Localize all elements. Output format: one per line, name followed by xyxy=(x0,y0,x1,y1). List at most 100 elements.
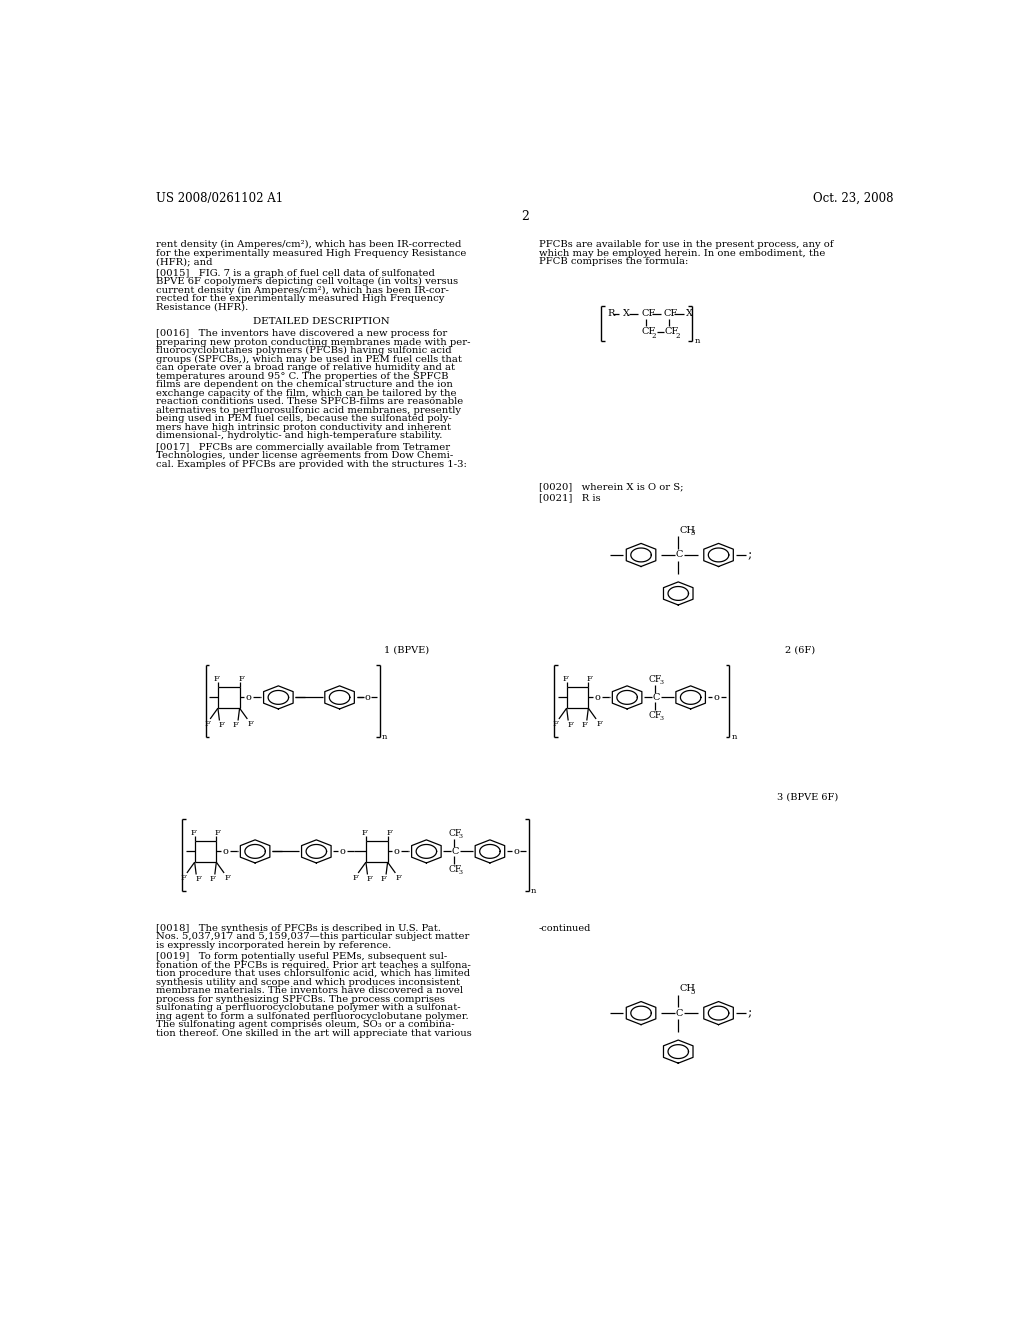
Text: 3: 3 xyxy=(690,529,695,537)
Text: cal. Examples of PFCBs are provided with the structures 1-3:: cal. Examples of PFCBs are provided with… xyxy=(156,459,467,469)
Text: sulfonating a perfluorocyclobutane polymer with a sulfonat-: sulfonating a perfluorocyclobutane polym… xyxy=(156,1003,461,1012)
Text: CF: CF xyxy=(649,710,663,719)
Text: 3 (BPVE 6F): 3 (BPVE 6F) xyxy=(777,793,839,803)
Text: o: o xyxy=(394,847,399,855)
Text: F: F xyxy=(381,875,387,883)
Text: 3: 3 xyxy=(459,834,463,840)
Text: synthesis utility and scope and which produces inconsistent: synthesis utility and scope and which pr… xyxy=(156,978,460,987)
Text: o: o xyxy=(513,847,519,855)
Text: CF: CF xyxy=(641,327,655,337)
Text: exchange capacity of the film, which can be tailored by the: exchange capacity of the film, which can… xyxy=(156,389,457,397)
Text: F: F xyxy=(587,675,593,682)
Text: temperatures around 95° C. The properties of the SPFCB: temperatures around 95° C. The propertie… xyxy=(156,372,449,380)
Text: tion thereof. One skilled in the art will appreciate that various: tion thereof. One skilled in the art wil… xyxy=(156,1028,472,1038)
Text: o: o xyxy=(246,693,252,702)
Text: F: F xyxy=(224,874,230,882)
Text: Resistance (HFR).: Resistance (HFR). xyxy=(156,302,248,312)
Text: n: n xyxy=(531,887,537,895)
Text: Nos. 5,037,917 and 5,159,037—this particular subject matter: Nos. 5,037,917 and 5,159,037—this partic… xyxy=(156,932,469,941)
Text: current density (in Amperes/cm²), which has been IR-cor-: current density (in Amperes/cm²), which … xyxy=(156,285,449,294)
Text: 1 (BPVE): 1 (BPVE) xyxy=(384,645,429,655)
Text: CF: CF xyxy=(449,865,462,874)
Text: PFCB comprises the formula:: PFCB comprises the formula: xyxy=(539,257,688,267)
Text: F: F xyxy=(196,875,202,883)
Text: F: F xyxy=(219,721,224,729)
Text: PFCBs are available for use in the present process, any of: PFCBs are available for use in the prese… xyxy=(539,240,834,249)
Text: rent density (in Amperes/cm²), which has been IR-corrected: rent density (in Amperes/cm²), which has… xyxy=(156,240,461,249)
Text: ;: ; xyxy=(748,548,753,561)
Text: F: F xyxy=(248,719,253,727)
Text: X: X xyxy=(623,309,630,318)
Text: C: C xyxy=(452,847,460,855)
Text: ;: ; xyxy=(748,1007,753,1019)
Text: F: F xyxy=(553,719,559,727)
Text: 3: 3 xyxy=(659,680,664,685)
Text: being used in PEM fuel cells, because the sulfonated poly-: being used in PEM fuel cells, because th… xyxy=(156,414,452,424)
Text: X: X xyxy=(686,309,693,318)
Text: tion procedure that uses chlorsulfonic acid, which has limited: tion procedure that uses chlorsulfonic a… xyxy=(156,969,470,978)
Text: o: o xyxy=(340,847,345,855)
Text: F: F xyxy=(352,874,358,882)
Text: groups (SPFCBs,), which may be used in PEM fuel cells that: groups (SPFCBs,), which may be used in P… xyxy=(156,355,462,364)
Text: F: F xyxy=(204,719,210,727)
Text: dimensional-, hydrolytic- and high-temperature stability.: dimensional-, hydrolytic- and high-tempe… xyxy=(156,432,442,440)
Text: The sulfonating agent comprises oleum, SO₃ or a combina-: The sulfonating agent comprises oleum, S… xyxy=(156,1020,455,1030)
Text: BPVE 6F copolymers depicting cell voltage (in volts) versus: BPVE 6F copolymers depicting cell voltag… xyxy=(156,277,458,286)
Text: C: C xyxy=(652,693,660,702)
Text: membrane materials. The inventors have discovered a novel: membrane materials. The inventors have d… xyxy=(156,986,463,995)
Text: 2 (6F): 2 (6F) xyxy=(785,645,815,655)
Text: (HFR); and: (HFR); and xyxy=(156,257,212,267)
Text: for the experimentally measured High Frequency Resistance: for the experimentally measured High Fre… xyxy=(156,248,466,257)
Text: CH: CH xyxy=(680,983,695,993)
Text: CF: CF xyxy=(641,309,655,318)
Text: F: F xyxy=(386,829,392,837)
Text: which may be employed herein. In one embodiment, the: which may be employed herein. In one emb… xyxy=(539,248,825,257)
Text: [0015]   FIG. 7 is a graph of fuel cell data of sulfonated: [0015] FIG. 7 is a graph of fuel cell da… xyxy=(156,269,435,277)
Text: R: R xyxy=(607,309,614,318)
Text: n: n xyxy=(382,734,387,742)
Text: F: F xyxy=(562,675,568,682)
Text: fonation of the PFCBs is required. Prior art teaches a sulfona-: fonation of the PFCBs is required. Prior… xyxy=(156,961,471,970)
Text: -continued: -continued xyxy=(539,924,591,933)
Text: 3: 3 xyxy=(459,870,463,875)
Text: 2: 2 xyxy=(521,210,528,223)
Text: [0018]   The synthesis of PFCBs is described in U.S. Pat.: [0018] The synthesis of PFCBs is describ… xyxy=(156,924,440,933)
Text: alternatives to perfluorosulfonic acid membranes, presently: alternatives to perfluorosulfonic acid m… xyxy=(156,405,461,414)
Text: F: F xyxy=(239,675,244,682)
Text: o: o xyxy=(714,693,720,702)
Text: is expressly incorporated herein by reference.: is expressly incorporated herein by refe… xyxy=(156,941,391,950)
Text: preparing new proton conducting membranes made with per-: preparing new proton conducting membrane… xyxy=(156,338,470,347)
Text: 2: 2 xyxy=(675,331,680,339)
Text: F: F xyxy=(210,875,215,883)
Text: Technologies, under license agreements from Dow Chemi-: Technologies, under license agreements f… xyxy=(156,451,454,461)
Text: films are dependent on the chemical structure and the ion: films are dependent on the chemical stru… xyxy=(156,380,453,389)
Text: can operate over a broad range of relative humidity and at: can operate over a broad range of relati… xyxy=(156,363,455,372)
Text: CF: CF xyxy=(664,309,678,318)
Text: US 2008/0261102 A1: US 2008/0261102 A1 xyxy=(156,191,283,205)
Text: F: F xyxy=(181,874,186,882)
Text: n: n xyxy=(732,734,737,742)
Text: o: o xyxy=(222,847,228,855)
Text: CF: CF xyxy=(649,676,663,684)
Text: o: o xyxy=(595,693,600,702)
Text: F: F xyxy=(596,719,602,727)
Text: DETAILED DESCRIPTION: DETAILED DESCRIPTION xyxy=(253,317,390,326)
Text: CH: CH xyxy=(680,525,695,535)
Text: CF: CF xyxy=(449,829,462,838)
Text: F: F xyxy=(395,874,401,882)
Text: [0020]   wherein X is O or S;: [0020] wherein X is O or S; xyxy=(539,482,683,491)
Text: n: n xyxy=(694,337,699,345)
Text: F: F xyxy=(567,721,573,729)
Text: Oct. 23, 2008: Oct. 23, 2008 xyxy=(813,191,894,205)
Text: ing agent to form a sulfonated perfluorocyclobutane polymer.: ing agent to form a sulfonated perfluoro… xyxy=(156,1011,469,1020)
Text: F: F xyxy=(361,829,368,837)
Text: 2: 2 xyxy=(652,331,656,339)
Text: reaction conditions used. These SPFCB-films are reasonable: reaction conditions used. These SPFCB-fi… xyxy=(156,397,463,407)
Text: C: C xyxy=(676,550,683,560)
Text: process for synthesizing SPFCBs. The process comprises: process for synthesizing SPFCBs. The pro… xyxy=(156,995,444,1003)
Text: mers have high intrinsic proton conductivity and inherent: mers have high intrinsic proton conducti… xyxy=(156,422,451,432)
Text: C: C xyxy=(676,1008,683,1018)
Text: F: F xyxy=(367,875,373,883)
Text: F: F xyxy=(215,829,221,837)
Text: [0016]   The inventors have discovered a new process for: [0016] The inventors have discovered a n… xyxy=(156,330,447,338)
